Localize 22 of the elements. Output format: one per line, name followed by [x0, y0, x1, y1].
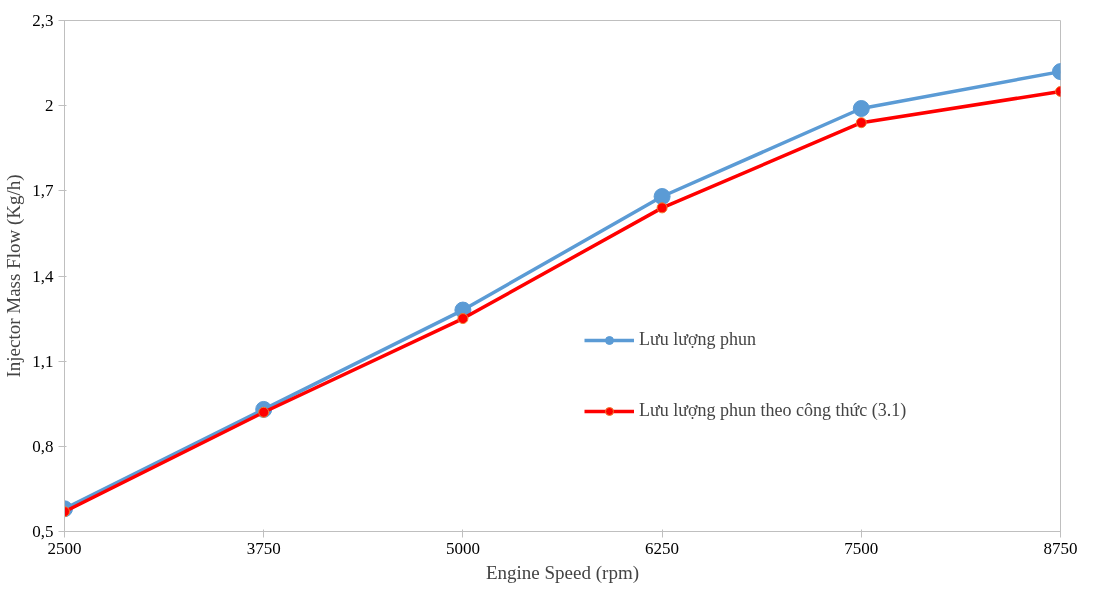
y-tick-label: 1,7: [32, 181, 54, 201]
y-axis-title: Injector Mass Flow (Kg/h): [3, 174, 26, 378]
legend-label: Lưu lượng phun: [639, 329, 757, 350]
x-tick-label: 8750: [1043, 538, 1078, 558]
x-tick-label: 5000: [445, 538, 480, 558]
y-tick-label: 1,1: [32, 351, 54, 371]
point: [855, 117, 867, 129]
point: [653, 188, 671, 205]
y-tick-label: 0,5: [32, 522, 54, 541]
x-tick-label: 7500: [844, 538, 879, 558]
y-tick-label: 1,4: [32, 266, 54, 286]
x-tick-label: 3750: [246, 538, 281, 558]
y-tick-label: 0,8: [32, 436, 54, 456]
y-tick-label: 2,3: [32, 11, 54, 30]
x-tick-label: 6250: [645, 538, 680, 558]
point: [852, 100, 870, 117]
point: [656, 202, 668, 214]
legend-label: Lưu lượng phun theo công thức (3.1): [639, 400, 907, 421]
x-axis-title: Engine Speed (rpm): [485, 561, 640, 584]
point: [457, 313, 469, 325]
x-tick-label: 2500: [47, 538, 82, 558]
y-tick-label: 2: [45, 96, 54, 116]
